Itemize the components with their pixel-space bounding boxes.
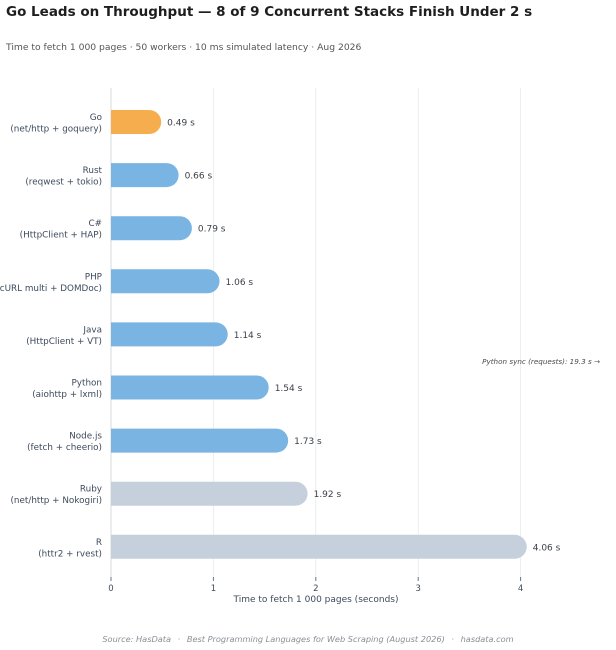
category-name: Java [82,325,102,335]
value-label: 0.79 s [198,225,226,235]
value-label: 4.06 s [533,543,561,553]
value-label: 1.54 s [275,384,303,394]
value-labels: 0.49 s 0.66 s 0.79 s 1.06 s 1.14 s 1.54 s 1.73… [167,119,560,554]
bar-php [111,269,220,294]
bar-ruby [111,481,308,506]
source-separator: · [177,634,181,644]
category-labels: Go (net/http + goquery) Rust (reqwest + tok… [0,113,103,559]
bar-java [111,322,228,347]
chart-subtitle: Time to fetch 1 000 pages · 50 workers ·… [6,42,362,53]
category-detail: (HttpClient + HAP) [20,231,102,241]
category-name: C# [88,219,102,229]
value-label: 0.66 s [185,172,213,182]
x-tick-label: 0 [108,584,113,594]
value-label: 0.49 s [167,119,195,129]
category-name: Ruby [80,485,102,495]
python-sync-annotation: Python sync (requests): 19.3 s → [482,357,600,366]
bar-c- [111,216,192,241]
value-label: 1.14 s [234,331,262,341]
value-label: 1.92 s [314,490,342,500]
category-detail: (cURL multi + DOMDoc) [0,284,102,294]
x-tick-label: 3 [415,584,420,594]
bar-go [111,110,162,134]
bar-r [111,534,527,559]
category-name: PHP [85,272,102,282]
category-detail: (fetch + cheerio) [27,443,102,453]
x-axis-label: Time to fetch 1 000 pages (seconds) [233,595,399,605]
category-name: Go [90,113,102,123]
x-tick-label: 1 [211,584,216,594]
chart-title: Go Leads on Throughput — 8 of 9 Concurre… [6,4,533,20]
bar-chart: Go (net/http + goquery) Rust (reqwest + tok… [0,88,600,605]
category-detail: (net/http + goquery) [10,125,102,135]
source-title: Best Programming Languages for Web Scrap… [186,634,445,644]
value-label: 1.73 s [294,437,322,447]
category-detail: (reqwest + tokio) [25,178,102,188]
value-label: 1.06 s [226,278,254,288]
bar-rust [111,163,179,188]
source-note: Source: HasData · Best Programming Langu… [0,634,616,644]
category-detail: (httr2 + rvest) [38,549,102,559]
category-detail: (aiohttp + lxml) [32,390,102,400]
category-detail: (net/http + Nokogiri) [11,496,103,506]
bars [111,110,527,559]
category-name: Node.js [69,432,102,442]
source-prefix: Source: HasData [102,634,172,644]
source-site: hasdata.com [460,634,514,644]
bar-node-js [111,428,289,453]
category-name: Rust [83,166,103,176]
source-separator: · [451,634,454,644]
category-name: R [96,538,102,548]
x-tick-label: 4 [518,584,523,594]
category-name: Python [72,379,103,389]
bar-python [111,375,269,400]
x-axis-ticks: 0 1 2 3 4 [108,577,523,594]
category-detail: (HttpClient + VT) [26,337,102,347]
x-tick-label: 2 [313,584,318,594]
